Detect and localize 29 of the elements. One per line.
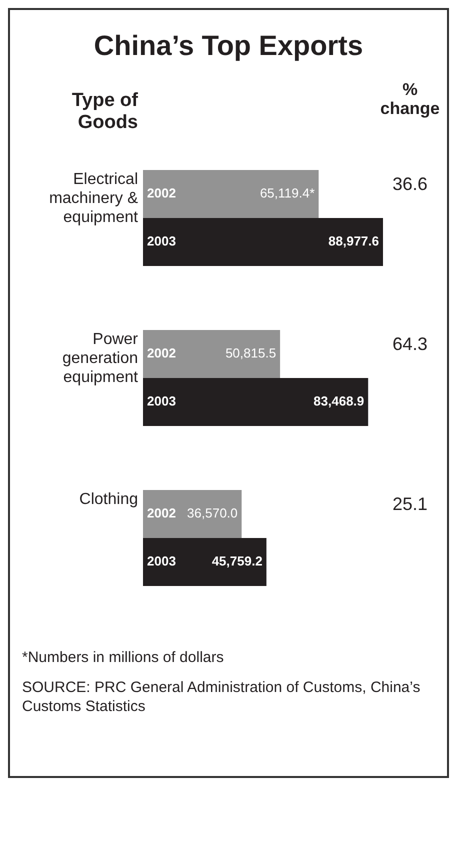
data-label: 65,119.4*: [260, 186, 315, 201]
data-label: 45,759.2: [212, 554, 262, 569]
text: 2003: [147, 394, 176, 409]
y-tick-label: Electrical machinery & equipment: [48, 170, 138, 227]
series-label: 2002: [147, 186, 176, 201]
text: 64.3: [391, 333, 429, 356]
bar: [143, 490, 242, 538]
text: 25.1: [391, 493, 429, 516]
text: *Numbers in millions of dollars: [22, 648, 225, 667]
y-tick-label: Power generation equipment: [61, 330, 138, 387]
text: % change: [380, 80, 440, 118]
bar: [143, 538, 266, 586]
bar: [143, 330, 280, 378]
text: 2003: [147, 554, 176, 569]
bar: [143, 378, 368, 426]
text: 2002: [147, 346, 176, 361]
bar: [143, 170, 319, 218]
chart-title: China’s Top Exports: [92, 30, 364, 62]
bar: [143, 218, 383, 266]
text: 2002: [147, 506, 176, 521]
data-label: 83,468.9: [314, 394, 364, 409]
data-label: 36,570.0: [187, 506, 238, 521]
source-note: SOURCE: PRC General Administration of Customs, China’s Customs Statistics: [22, 678, 422, 716]
y-tick-label: Clothing: [78, 490, 138, 509]
y-axis-title: Type of Goods: [70, 90, 138, 134]
series-label: 2003: [147, 234, 176, 249]
data-label: 50,815.5: [225, 346, 276, 361]
data-label: 88,977.6: [328, 234, 379, 249]
text: 36.6: [391, 173, 429, 196]
